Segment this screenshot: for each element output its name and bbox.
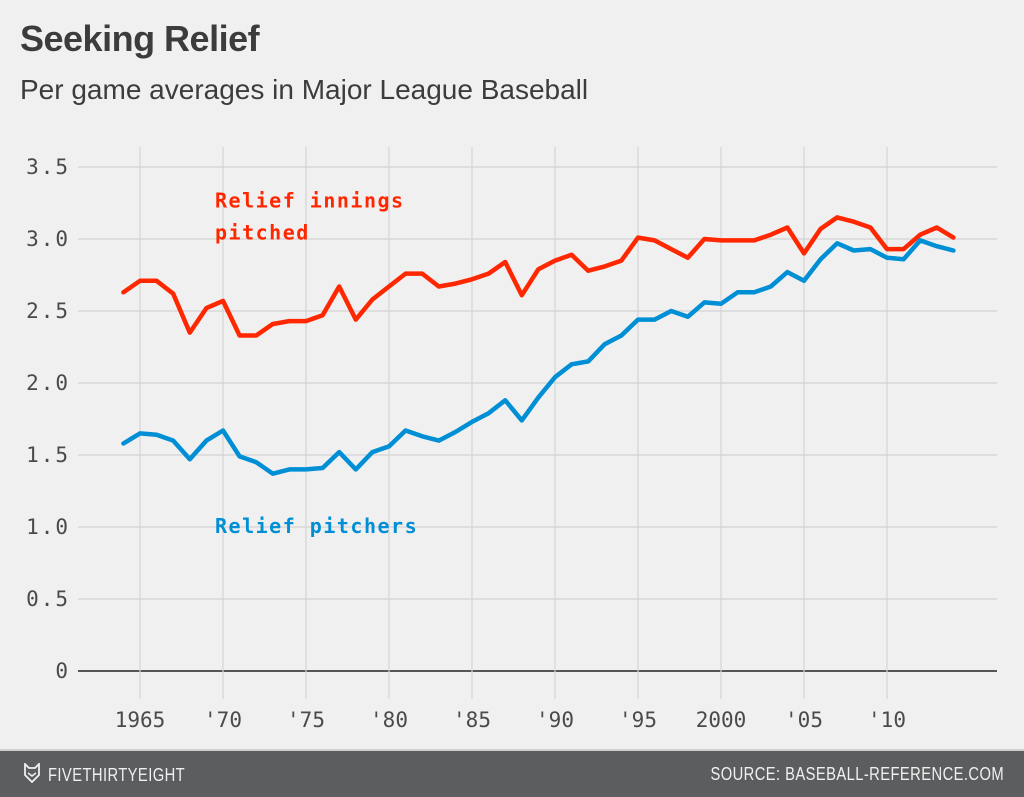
y-tick-label: 0.5: [26, 587, 70, 611]
y-tick-label: 0: [55, 659, 70, 683]
x-tick-label: '75: [287, 708, 325, 732]
y-tick-label: 2.5: [26, 299, 70, 323]
y-gridlines: [78, 166, 997, 672]
x-tick-label: '10: [868, 708, 906, 732]
brand-name: FIVETHIRTYEIGHT: [48, 765, 186, 785]
line-chart: 0 0.5 1.0 1.5 2.0 2.5 3.0 3.5 1965 '70 '75 '80 '85 '…: [26, 147, 997, 732]
x-axis-ticks: 1965 '70 '75 '80 '85 '90 '95 2000 '05 '10: [115, 708, 906, 732]
y-tick-label: 3.5: [26, 155, 70, 179]
chart-title: Seeking Relief: [20, 18, 260, 59]
series-label: pitched: [215, 220, 310, 244]
x-tick-label: '90: [536, 708, 574, 732]
y-tick-label: 3.0: [26, 227, 70, 251]
x-tick-label: '05: [785, 708, 823, 732]
series-annotations: Relief innings pitched Relief pitchers: [215, 188, 418, 538]
x-tick-label: '70: [204, 708, 242, 732]
y-tick-label: 1.0: [26, 515, 70, 539]
series-label: Relief innings: [215, 188, 405, 212]
x-tick-label: 2000: [696, 708, 747, 732]
y-tick-label: 1.5: [26, 443, 70, 467]
source-credit: SOURCE: BASEBALL-REFERENCE.COM: [710, 764, 1004, 784]
x-tick-label: '80: [370, 708, 408, 732]
x-tick-label: 1965: [115, 708, 166, 732]
series-line-relief-innings: [121, 215, 956, 338]
footer-bar: FIVETHIRTYEIGHT SOURCE: BASEBALL-REFEREN…: [0, 749, 1024, 797]
series-lines: [121, 215, 956, 476]
x-tick-label: '95: [619, 708, 657, 732]
y-tick-label: 2.0: [26, 371, 70, 395]
x-tick-label: '85: [453, 708, 491, 732]
brand: FIVETHIRTYEIGHT: [24, 761, 215, 788]
fox-logo-icon: [24, 761, 40, 788]
series-line-relief-pitchers: [121, 238, 956, 476]
chart-subtitle: Per game averages in Major League Baseba…: [20, 74, 589, 105]
series-label: Relief pitchers: [215, 514, 418, 538]
y-axis-ticks: 0 0.5 1.0 1.5 2.0 2.5 3.0 3.5: [26, 155, 70, 683]
